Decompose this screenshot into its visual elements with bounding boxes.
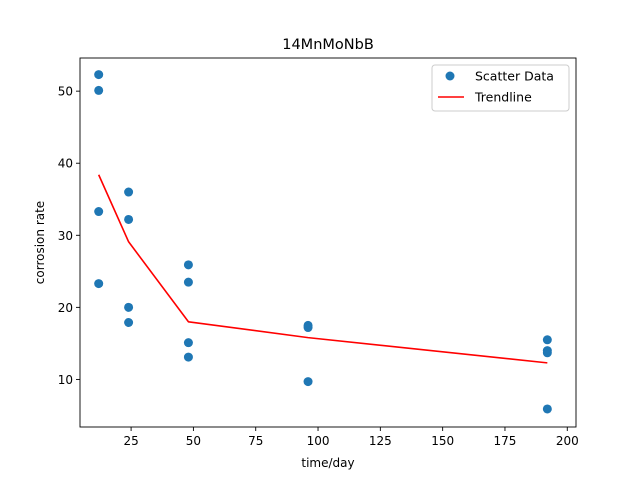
y-tick-label: 30 — [58, 229, 73, 243]
scatter-point — [183, 352, 193, 362]
scatter-point — [124, 187, 134, 197]
legend-scatter-label: Scatter Data — [475, 69, 554, 84]
legend-trendline-label: Trendline — [474, 90, 532, 105]
legend: Scatter Data Trendline — [431, 64, 570, 112]
x-tick-label: 175 — [494, 434, 517, 448]
scatter-point — [124, 302, 134, 312]
y-tick-label: 20 — [58, 301, 73, 315]
x-tick-label: 200 — [556, 434, 579, 448]
trendline — [97, 174, 548, 364]
y-axis: 10 20 30 40 50 — [58, 85, 80, 387]
scatter-point — [542, 404, 552, 414]
x-tick-label: 150 — [431, 434, 454, 448]
scatter-point — [183, 260, 193, 270]
x-axis-label: time/day — [301, 456, 354, 470]
scatter-point — [94, 279, 104, 289]
x-tick-label: 25 — [123, 434, 138, 448]
x-tick-label: 50 — [186, 434, 201, 448]
chart-title: 14MnMoNbB — [282, 37, 374, 53]
scatter-point — [94, 70, 104, 80]
y-axis-label: corrosion rate — [33, 201, 47, 284]
scatter-point — [542, 335, 552, 345]
scatter-point — [94, 207, 104, 217]
series-layer — [94, 70, 552, 414]
legend-box — [431, 64, 570, 112]
plot-frame — [79, 57, 577, 428]
scatter-point — [183, 277, 193, 287]
y-tick-label: 50 — [58, 85, 73, 99]
y-tick-label: 40 — [58, 157, 73, 171]
x-axis: 25 50 75 100 125 150 175 200 — [123, 427, 579, 448]
y-tick-label: 10 — [58, 373, 73, 387]
scatter-point — [183, 338, 193, 348]
x-tick-label: 125 — [369, 434, 392, 448]
scatter-point — [303, 377, 313, 387]
plot-area — [79, 57, 577, 428]
legend-scatter-marker — [445, 71, 455, 81]
scatter-point — [303, 323, 313, 333]
scatter-point — [94, 85, 104, 95]
scatter-point — [124, 214, 134, 224]
x-tick-label: 75 — [248, 434, 263, 448]
scatter-point — [542, 348, 552, 358]
x-tick-label: 100 — [307, 434, 330, 448]
scatter-point — [124, 318, 134, 327]
